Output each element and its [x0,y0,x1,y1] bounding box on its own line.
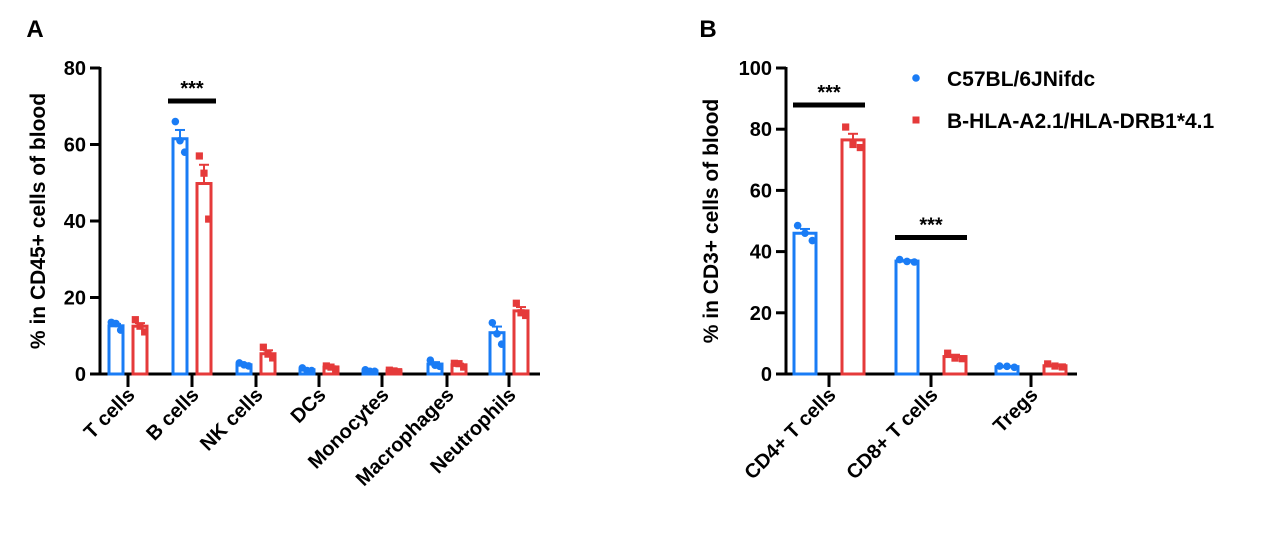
data-point [426,356,435,365]
bar [171,137,189,376]
legend-marker-circle [912,74,920,82]
x-tick-label: B cells [142,384,203,445]
data-point [903,257,911,266]
y-tick-label: 80 [64,58,86,80]
data-point [958,355,966,363]
data-point [327,363,335,371]
data-point [180,148,189,156]
legend-entry: C57BL/6JNifdc [947,68,1096,91]
data-point [951,354,959,362]
data-point [176,136,184,145]
data-point [995,362,1004,370]
bar [840,138,866,376]
data-point [895,255,904,264]
data-point [195,152,203,160]
data-point [801,229,809,238]
data-point [808,236,817,245]
y-tick-label: 0 [761,364,772,386]
y-tick-label: 0 [75,364,86,386]
y-tick-label: 20 [750,303,772,325]
data-point [517,309,525,317]
data-point [171,117,180,126]
data-point [1051,362,1059,370]
legend-entry: B-HLA-A2.1/HLA-DRB1*4.1 [947,110,1215,133]
data-point [116,326,125,334]
legend-marker-square [912,116,920,124]
data-point [332,365,340,373]
data-point [910,258,919,266]
significance-label: *** [817,82,841,104]
data-point [390,367,398,375]
data-point [1010,363,1019,372]
data-point [488,318,497,327]
x-tick-label: T cells [80,384,140,444]
data-point [395,368,403,376]
y-tick-label: 60 [64,135,86,157]
data-point [112,319,120,328]
significance-label: *** [919,215,943,237]
y-tick-label: 60 [750,180,772,202]
data-point [322,362,330,370]
x-tick-label: CD8+ T cells [842,384,942,484]
data-point [493,330,501,338]
data-point [455,360,463,368]
panel-label: A [26,16,43,43]
y-axis-label: % in CD3+ cells of blood [700,99,723,343]
data-point [1058,363,1066,371]
bar [195,182,213,376]
data-point [1044,360,1052,368]
data-point [136,322,144,330]
bar [488,331,506,376]
data-point [307,366,316,375]
data-point [842,123,850,131]
data-point [385,366,393,374]
data-point [370,367,379,376]
data-point [259,343,267,351]
data-point [793,221,802,230]
bar [512,309,530,376]
data-point [205,215,213,223]
data-point [450,359,458,367]
data-point [131,316,139,324]
y-tick-label: 40 [64,211,86,233]
data-point [497,340,506,348]
data-point [244,362,253,370]
data-point [141,328,149,336]
data-point [522,311,530,320]
data-point [269,354,277,362]
data-point [512,299,520,307]
bar [792,231,818,376]
y-tick-label: 40 [750,242,772,264]
data-point [460,363,468,371]
significance-label: *** [180,78,204,100]
data-point [849,140,857,149]
x-tick-label: DCs [287,384,331,428]
y-tick-label: 20 [64,288,86,310]
panel-label: B [699,16,716,43]
y-tick-label: 80 [750,119,772,141]
data-point [1003,362,1011,371]
y-axis-label: % in CD45+ cells of blood [27,93,50,349]
data-point [944,349,952,357]
x-tick-label: NK cells [196,384,267,455]
bar [894,259,920,376]
data-point [200,169,208,177]
x-tick-label: Tregs [989,384,1042,437]
data-point [264,350,272,358]
data-point [856,143,864,152]
x-tick-label: CD4+ T cells [740,384,840,484]
data-point [435,362,444,371]
y-tick-label: 100 [739,58,772,80]
